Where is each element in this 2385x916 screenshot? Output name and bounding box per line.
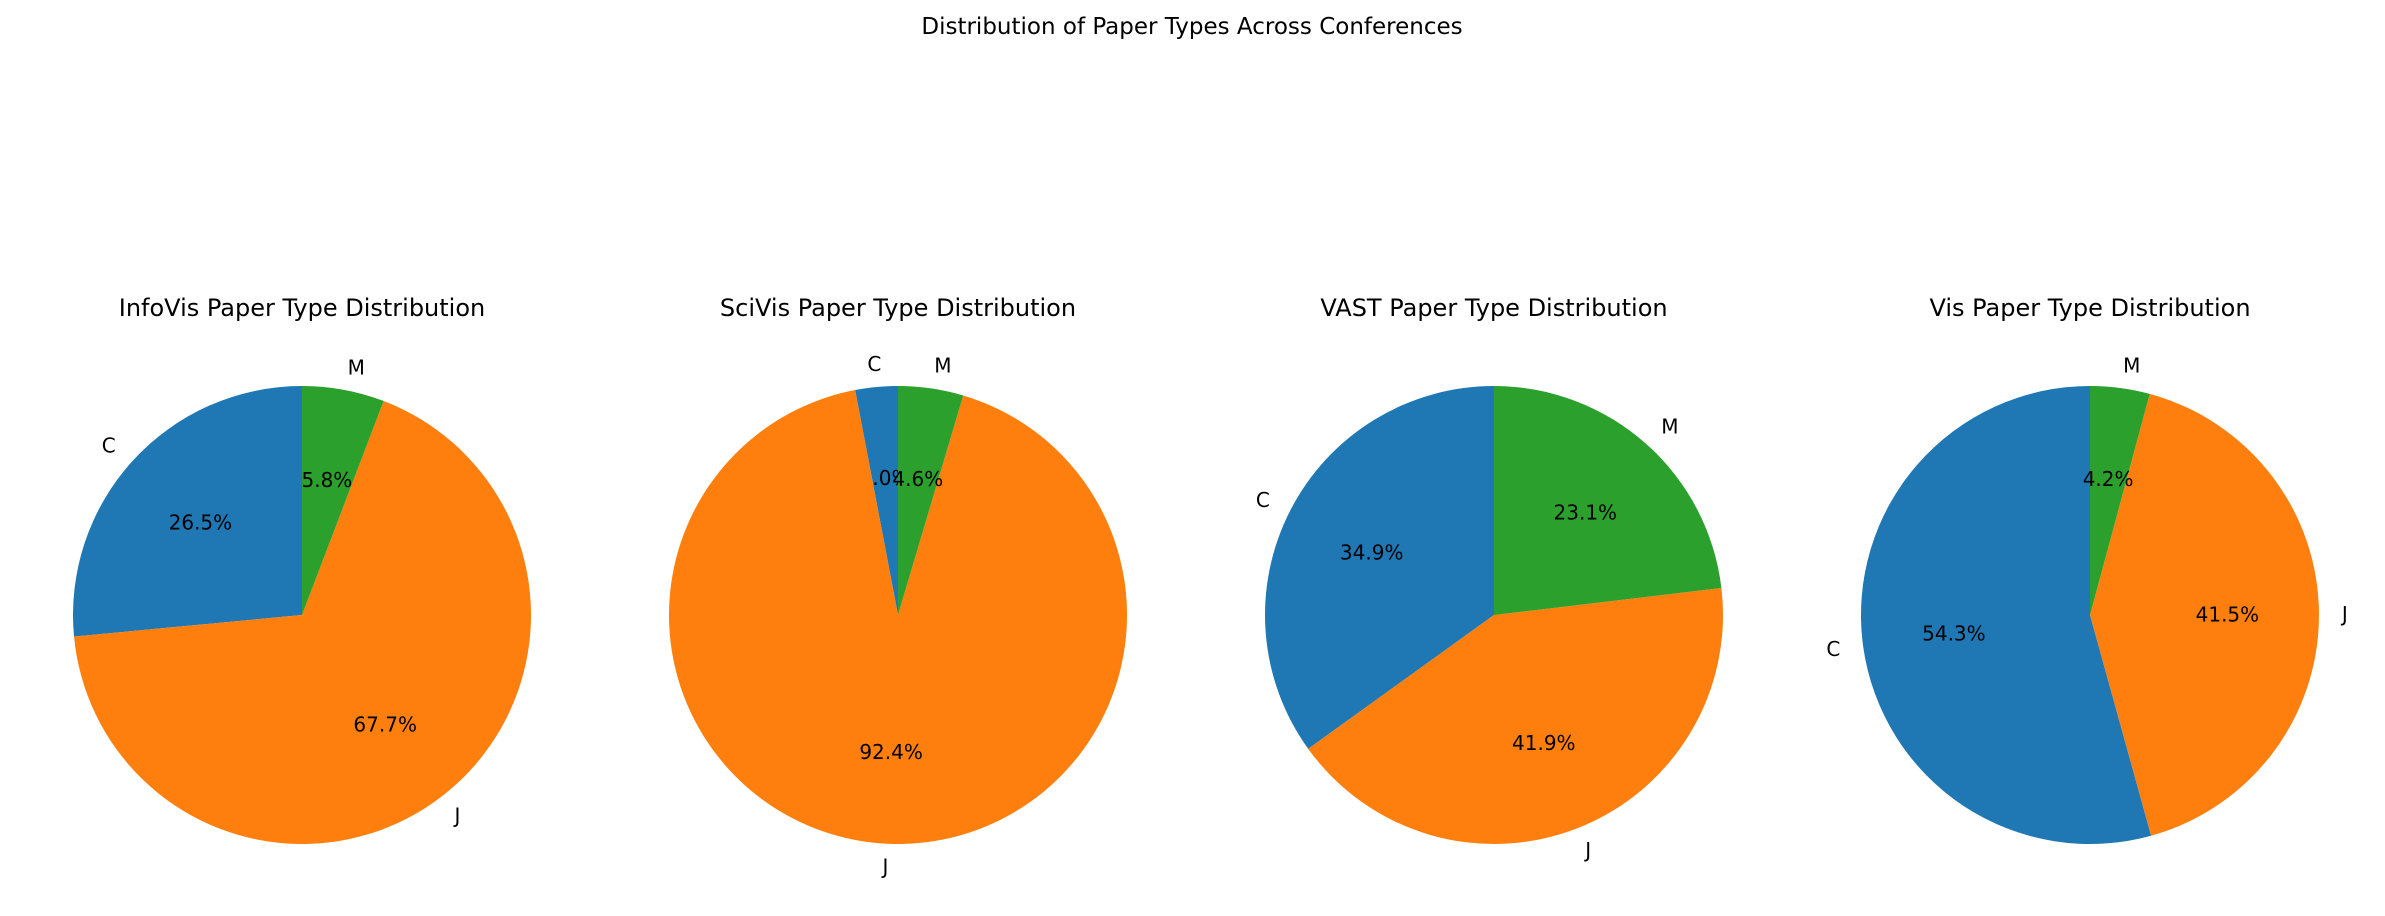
pie-slice-J — [669, 390, 1128, 845]
pie-percent-C: 54.3% — [1922, 622, 1986, 646]
pie-title: SciVis Paper Type Distribution — [720, 294, 1076, 322]
figure-title: Distribution of Paper Types Across Confe… — [921, 14, 1462, 40]
pie-percent-J: 41.5% — [2196, 603, 2260, 627]
pie-percent-M: 4.2% — [2083, 467, 2134, 491]
pie-label-J: J — [453, 804, 461, 828]
pie-title: InfoVis Paper Type Distribution — [119, 294, 485, 322]
pie-label-C: C — [1826, 637, 1840, 661]
pie-percent-C: 34.9% — [1340, 540, 1404, 564]
pie-slice-C — [1265, 386, 1494, 749]
pie-slice-C — [1860, 386, 2152, 844]
pie-label-M: M — [1661, 415, 1678, 439]
pie-slice-C — [73, 386, 303, 637]
charts-area: InfoVis Paper Type Distribution C 26.5% J 67… — [73, 294, 2348, 879]
pie-label-C: C — [102, 434, 116, 458]
pie-slice-M — [1494, 386, 1722, 615]
pie-slice-M — [898, 386, 964, 615]
pie-label-J: J — [880, 855, 888, 879]
pie-chart-3: VAST Paper Type Distribution C 34.9% J 41.9%… — [1256, 294, 1723, 862]
pie-slice-M — [2090, 386, 2150, 615]
pie-label-C: C — [867, 352, 881, 376]
pie-slice-J — [1308, 588, 1723, 844]
pie-slice-J — [2090, 393, 2319, 836]
pie-label-C: C — [1256, 488, 1270, 512]
pie-chart-2: SciVis Paper Type DistributionC3.0%J92.4… — [669, 294, 1128, 879]
pie-chart-1: InfoVis Paper Type Distribution C 26.5% J 67… — [73, 294, 532, 845]
pie-label-M: M — [2123, 353, 2140, 377]
pie-percent-M: 5.8% — [301, 468, 352, 492]
pie-slice-J — [74, 401, 532, 845]
pie-percent-M: 23.1% — [1554, 500, 1618, 524]
pie-percent-M: 4.6% — [892, 467, 943, 491]
pie-label-J: J — [1583, 838, 1591, 862]
pie-title: Vis Paper Type Distribution — [1929, 294, 2250, 322]
pie-title: VAST Paper Type Distribution — [1320, 294, 1667, 322]
pie-label-J: J — [2340, 602, 2348, 626]
pie-percent-J: 92.4% — [859, 740, 923, 764]
pie-percent-J: 41.9% — [1512, 731, 1576, 755]
pie-percent-C: 26.5% — [169, 511, 233, 535]
pie-chart-4: Vis Paper Type Distribution C 54.3% J 41.5% M… — [1826, 294, 2348, 844]
pie-slice-M — [302, 386, 384, 615]
pie-label-M: M — [934, 354, 951, 378]
pie-percent-J: 67.7% — [353, 712, 417, 736]
pie-label-M: M — [348, 355, 365, 379]
pie-slice-C — [855, 386, 898, 615]
